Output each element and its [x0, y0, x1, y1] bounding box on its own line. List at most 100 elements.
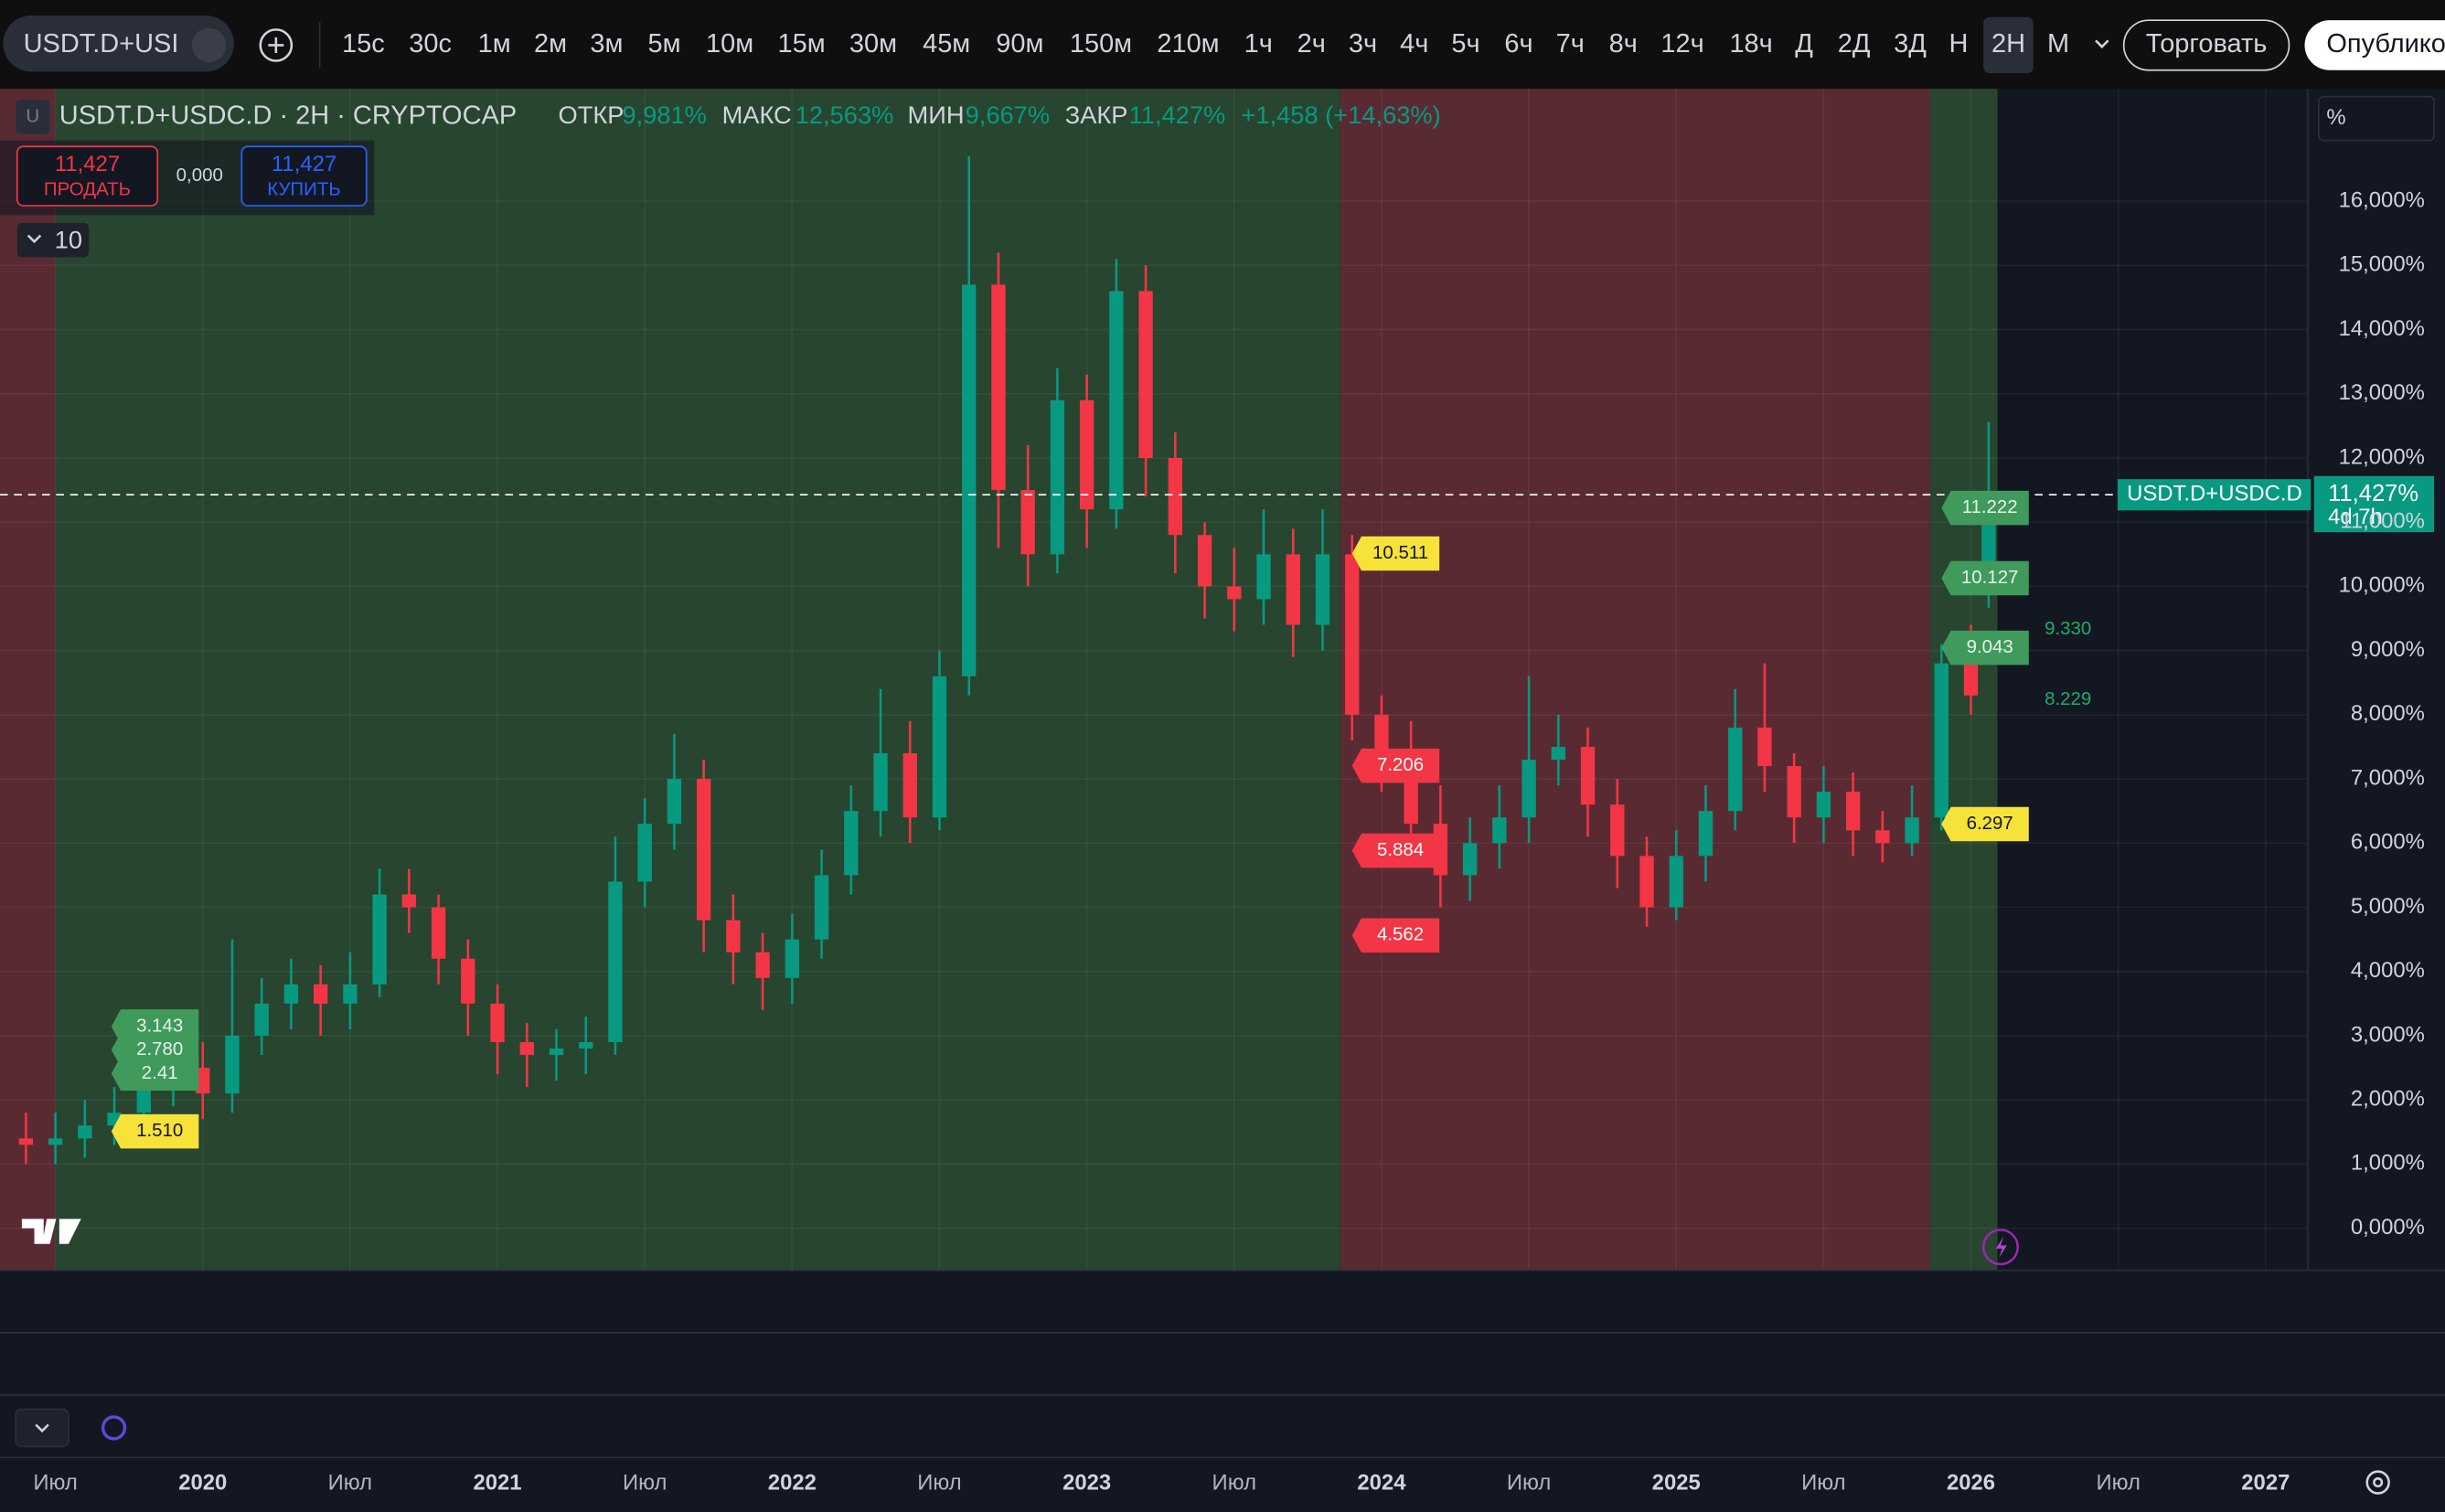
publish-button-text[interactable]: Опублико [2326, 29, 2445, 59]
candle-body [519, 1041, 534, 1056]
candle-body [1374, 714, 1389, 761]
level-label: 9.330 [2045, 618, 2091, 639]
timeframe-button[interactable]: 8ч [1609, 29, 1638, 59]
y-tick-label: 1,000% [2351, 1151, 2425, 1176]
tv-logo [21, 1219, 81, 1244]
settings-icon[interactable] [2365, 1470, 2390, 1495]
candle-body [1168, 457, 1183, 536]
timeframe-button[interactable]: 30м [849, 29, 897, 59]
timeframe-button[interactable]: 90м [996, 29, 1043, 59]
last-price-tag [2313, 475, 2435, 533]
candle-body [196, 1068, 210, 1094]
candle-body [283, 984, 299, 1004]
timeframe-active-bg [1983, 16, 2034, 74]
symbol-search[interactable] [3, 16, 234, 72]
bar-countdown: 4d 7h [2328, 505, 2383, 529]
x-tick-label: 2022 [768, 1471, 817, 1496]
y-tick-label: 16,000% [2339, 187, 2425, 212]
timeframe-button[interactable]: 7ч [1556, 29, 1585, 59]
legend-value: 12,563% [795, 101, 894, 129]
sell-price[interactable]: 11,427 [55, 152, 120, 176]
timeframe-button[interactable]: 18ч [1729, 29, 1772, 59]
candle-body [343, 984, 358, 1004]
collapse-button[interactable] [15, 1408, 69, 1448]
timeframe-bar: 15с 30с 1м 2м 3м 5м 10м 15м 30м 45м 90м 150м 210м 1ч 2… [342, 16, 2069, 74]
sell-button[interactable] [16, 145, 159, 207]
buy-label[interactable]: КУПИТЬ [267, 178, 340, 199]
timeframe-button[interactable]: Д [1795, 29, 1813, 59]
timeframe-button[interactable]: 150м [1070, 29, 1132, 59]
timeframe-button[interactable]: 2Д [1838, 29, 1871, 59]
candle-body [1875, 830, 1890, 844]
candle-body [254, 1003, 269, 1036]
level-label-box [1941, 560, 2029, 596]
buy-button[interactable] [240, 145, 368, 207]
sell-label[interactable]: ПРОДАТЬ [44, 178, 131, 199]
symbol-search-text[interactable]: USDT.D+USI [24, 29, 179, 59]
timeframe-button[interactable]: 15м [777, 29, 825, 59]
candle-body [785, 939, 800, 978]
legend-value: 9,667% [966, 101, 1050, 129]
legend-value: 9,981% [622, 101, 706, 129]
y-tick-label: 7,000% [2351, 765, 2425, 790]
timeframe-button[interactable]: 1м [478, 29, 511, 59]
timeframe-button[interactable]: 2Н [1991, 29, 2025, 59]
scale-mode[interactable] [2318, 95, 2435, 142]
timeframe-button[interactable]: 5м [647, 29, 680, 59]
candle-body [873, 752, 888, 812]
timeframe-button[interactable]: 10м [706, 29, 753, 59]
candle-body [1256, 554, 1271, 600]
level-label: 8.229 [2045, 688, 2091, 709]
indicators-toggle[interactable] [16, 222, 90, 258]
timeframe-button[interactable]: М [2047, 29, 2069, 59]
sync-icon[interactable] [101, 1415, 127, 1441]
timeframe-button[interactable]: 30с [409, 29, 452, 59]
y-tick-label: 5,000% [2351, 894, 2425, 919]
timeframe-button[interactable]: 3м [590, 29, 623, 59]
buy-price[interactable]: 11,427 [272, 152, 336, 176]
candle-body [48, 1138, 63, 1145]
level-label-box [111, 1113, 199, 1149]
timeframe-button[interactable]: 12ч [1660, 29, 1703, 59]
candle-body [844, 811, 859, 876]
timeframe-button[interactable]: Н [1949, 29, 1968, 59]
timeframe-button[interactable]: 4ч [1400, 29, 1428, 59]
indicators-count[interactable]: 10 [55, 226, 82, 254]
timeframe-button[interactable]: 5ч [1451, 29, 1479, 59]
timeframe-button[interactable]: 210м [1157, 29, 1219, 59]
y-tick-label: 12,000% [2339, 444, 2425, 469]
level-label: 4.562 [1377, 924, 1424, 945]
alert-icon[interactable] [1981, 1229, 2020, 1266]
publish-button[interactable] [2304, 20, 2445, 70]
level-label-box [1941, 630, 2029, 665]
candle-body [549, 1049, 564, 1056]
timeframe-button[interactable]: 1ч [1244, 29, 1273, 59]
timeframe-button[interactable]: 3ч [1349, 29, 1377, 59]
timeframe-button[interactable]: 6ч [1504, 29, 1532, 59]
y-tick-label: 2,000% [2351, 1087, 2425, 1112]
timeframe-button[interactable]: 3Д [1894, 29, 1927, 59]
candle-body [1197, 535, 1212, 587]
legend-label: ЗАКР [1065, 101, 1128, 129]
level-label-box [111, 1056, 199, 1091]
add-symbol-button[interactable] [259, 28, 294, 62]
diamond-icon[interactable] [191, 27, 227, 63]
candle-body [136, 1087, 151, 1113]
timeframe-button[interactable]: 45м [923, 29, 970, 59]
x-tick-label: Июл [623, 1471, 667, 1496]
level-label: 10.511 [1372, 542, 1428, 563]
candle-body [1610, 804, 1625, 857]
level-label-box [1941, 490, 2029, 526]
level-label: 1.510 [136, 1120, 183, 1141]
trade-button-text[interactable]: Торговать [2146, 29, 2268, 59]
chart-title: USDT.D+USDC.D · 2H · CRYPTOCAP [59, 101, 517, 131]
timeframe-button[interactable]: 15с [342, 29, 385, 59]
scale-mode-text[interactable]: % [2326, 105, 2345, 130]
timeframe-button[interactable]: 2ч [1297, 29, 1326, 59]
trade-button[interactable] [2122, 19, 2290, 71]
y-tick-label: 0,000% [2351, 1215, 2425, 1240]
signal-zone [1340, 89, 1930, 1271]
timeframe-button[interactable]: 2м [534, 29, 567, 59]
timeframe-more[interactable] [2095, 39, 2109, 48]
y-tick-label: 15,000% [2339, 252, 2425, 277]
